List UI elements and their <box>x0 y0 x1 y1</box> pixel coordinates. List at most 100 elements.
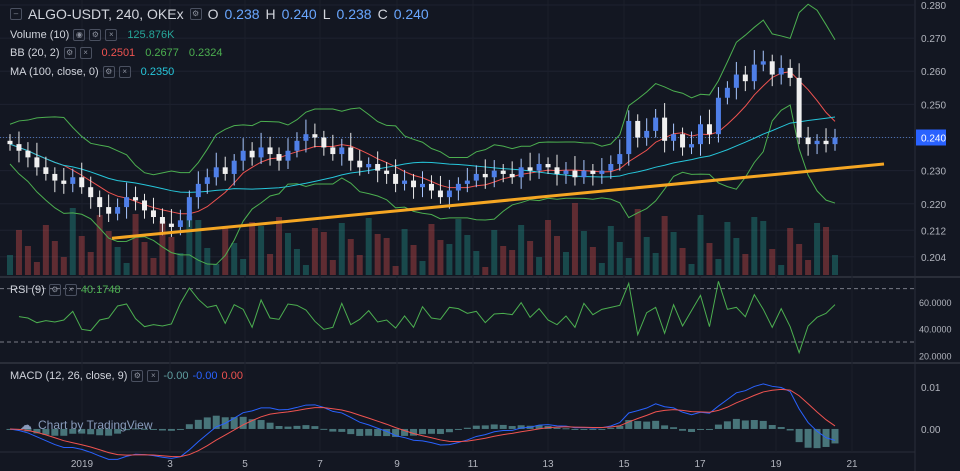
bb-basis-value: 0.2501 <box>101 47 136 59</box>
volume-bar <box>249 222 256 275</box>
candle-body <box>303 134 309 141</box>
macd-histogram-bar <box>176 428 184 430</box>
macd-histogram-bar <box>508 426 516 429</box>
candle-body <box>653 117 659 131</box>
candle-body <box>411 180 417 188</box>
volume-bar <box>132 214 139 275</box>
macd-histogram-bar <box>392 428 400 437</box>
candle-body <box>437 190 443 198</box>
time-tick-label: 13 <box>542 459 554 470</box>
volume-bar <box>571 203 578 275</box>
ma-line <box>9 116 836 193</box>
time-tick-label: 3 <box>167 459 173 470</box>
candle-body <box>106 207 112 214</box>
candle-body <box>43 167 49 174</box>
settings-icon[interactable]: ⚙ <box>63 47 76 59</box>
volume-bar <box>769 249 776 275</box>
volume-bar <box>464 235 471 275</box>
settings-icon[interactable]: ⚙ <box>89 29 102 41</box>
volume-bar <box>518 225 525 275</box>
volume-bar <box>186 216 193 275</box>
candle-body <box>348 147 354 161</box>
volume-bar <box>401 229 408 275</box>
close-icon[interactable]: × <box>105 29 118 41</box>
bb-upper-line <box>9 3 836 176</box>
volume-bar <box>643 237 650 275</box>
macd-histogram-bar <box>634 421 642 429</box>
settings-icon[interactable]: ⚙ <box>48 284 61 296</box>
macd-histogram-bar <box>535 425 543 429</box>
volume-bar <box>437 240 444 275</box>
close-icon[interactable]: × <box>79 47 92 59</box>
macd-histogram-bar <box>105 428 113 436</box>
volume-bar <box>751 217 758 275</box>
rsi-tick-label: 60.0000 <box>919 298 952 308</box>
macd-histogram-bar <box>212 415 220 429</box>
macd-histogram-bar <box>132 428 140 430</box>
macd-histogram-bar <box>580 428 588 430</box>
settings-icon[interactable]: ⚙ <box>131 370 144 382</box>
volume-bar <box>580 231 587 275</box>
candle-body <box>706 124 712 135</box>
candle-body <box>249 150 255 158</box>
close-icon[interactable]: × <box>118 66 131 78</box>
candle-body <box>733 74 739 88</box>
candle-body <box>671 134 677 141</box>
macd-histogram-bar <box>356 428 364 436</box>
candle-body <box>823 140 829 145</box>
macd-histogram-bar <box>598 428 606 430</box>
volume-bar <box>607 226 614 275</box>
volume-bar <box>258 226 265 275</box>
candle-body <box>689 144 695 148</box>
price-tick-label: 0.220 <box>921 200 946 211</box>
volume-bar <box>338 223 345 275</box>
macd-histogram-bar <box>410 428 418 436</box>
volume-bar <box>222 227 229 275</box>
volume-bar <box>195 220 202 275</box>
tradingview-watermark[interactable]: ☁ Chart by TradingView <box>20 418 153 432</box>
candle-body <box>680 134 686 148</box>
macd-histogram-bar <box>445 428 453 433</box>
eye-icon[interactable]: ◉ <box>73 29 86 41</box>
macd-histogram-bar <box>643 421 651 429</box>
close-icon[interactable]: × <box>147 370 160 382</box>
volume-bar <box>213 264 220 275</box>
macd-histogram-bar <box>463 427 471 429</box>
settings-icon[interactable]: ⚙ <box>102 66 115 78</box>
macd-histogram-bar <box>607 427 615 429</box>
candle-body <box>796 77 802 138</box>
high-value: 0.240 <box>281 6 317 22</box>
candle-body <box>124 197 130 208</box>
volume-bar <box>60 257 67 275</box>
candle-body <box>142 200 148 211</box>
candle-body <box>150 210 156 218</box>
candle-body <box>240 150 246 161</box>
volume-bar <box>634 209 641 275</box>
macd-histogram-bar <box>714 424 722 429</box>
candle-body <box>446 190 452 198</box>
price-tick-label: 0.230 <box>921 167 946 178</box>
volume-bar <box>823 227 830 275</box>
volume-bar <box>796 244 803 275</box>
macd-histogram-bar <box>670 427 678 429</box>
macd-histogram-bar <box>454 428 462 430</box>
macd-histogram-bar <box>652 420 660 429</box>
macd-hist-value: -0.00 <box>163 370 189 382</box>
macd-histogram-bar <box>732 418 740 429</box>
candle-body <box>393 173 399 184</box>
macd-histogram-bar <box>141 428 149 430</box>
settings-icon[interactable]: ⚙ <box>189 8 202 20</box>
volume-bar <box>42 225 49 275</box>
symbol-title: ALGO-USDT, 240, OKEx <box>28 6 184 22</box>
close-icon[interactable]: × <box>64 284 77 296</box>
candle-body <box>420 183 425 188</box>
candle-body <box>330 147 336 155</box>
candle-body <box>267 147 273 155</box>
time-tick-label: 21 <box>846 459 858 470</box>
collapse-icon[interactable]: – <box>10 8 22 20</box>
macd-histogram-bar <box>96 428 104 436</box>
volume-bar <box>240 259 247 275</box>
candle-body <box>52 173 58 181</box>
volume-bar <box>302 265 309 275</box>
